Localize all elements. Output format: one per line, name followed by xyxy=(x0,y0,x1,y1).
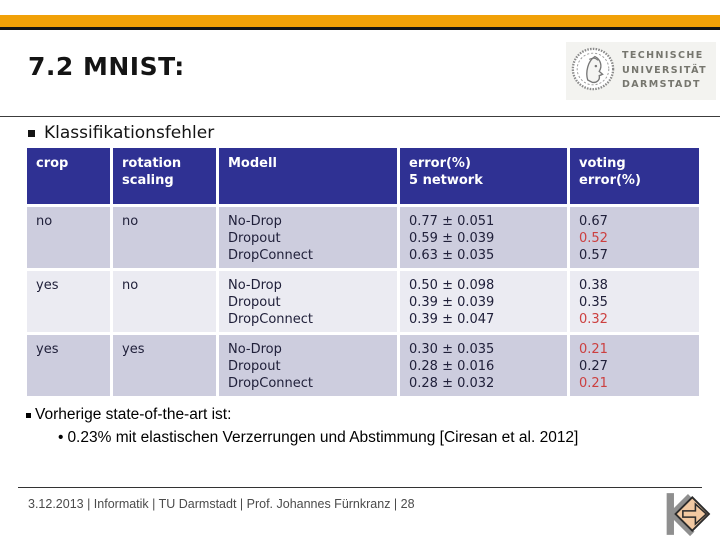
cell-crop: no xyxy=(27,207,110,268)
note-heading: Vorherige state-of-the-art ist: xyxy=(26,406,231,424)
footer-text: 3.12.2013 | Informatik | TU Darmstadt | … xyxy=(28,497,415,511)
voting-line: 0.21 xyxy=(579,342,608,357)
note-sub-item: • 0.23% mit elastischen Verzerrungen und … xyxy=(58,429,578,447)
cell-crop: yes xyxy=(27,335,110,396)
voting-line: 0.32 xyxy=(579,312,608,327)
logo-line-2: UNIVERSITÄT xyxy=(622,64,707,76)
voting-line: 0.27 xyxy=(579,359,608,374)
section-heading-label: Klassifikationsfehler xyxy=(44,123,215,143)
col-header-rotation-scaling: rotation scaling xyxy=(113,148,216,204)
header-line: error(%) xyxy=(409,156,471,171)
section-heading: Klassifikationsfehler xyxy=(28,123,214,143)
square-bullet-icon xyxy=(28,129,35,137)
error-line: 0.28 ± 0.016 xyxy=(409,359,495,374)
model-line: Dropout xyxy=(228,359,281,374)
cell-models: No-Drop Dropout DropConnect xyxy=(219,207,397,268)
voting-line: 0.35 xyxy=(579,295,608,310)
athene-head-icon xyxy=(570,46,616,96)
col-header-modell: Modell xyxy=(219,148,397,204)
header-line: Modell xyxy=(228,156,277,171)
cell-crop: yes xyxy=(27,271,110,332)
ke-group-logo-icon xyxy=(660,491,712,540)
error-line: 0.59 ± 0.039 xyxy=(409,231,495,246)
dot-bullet-icon: • xyxy=(58,429,64,446)
cell-rotation: yes xyxy=(113,335,216,396)
model-line: No-Drop xyxy=(228,278,282,293)
error-line: 0.77 ± 0.051 xyxy=(409,214,495,229)
cell-voting: 0.38 0.35 0.32 xyxy=(570,271,699,332)
error-line: 0.30 ± 0.035 xyxy=(409,342,495,357)
cell-rotation: no xyxy=(113,207,216,268)
cell-errors: 0.77 ± 0.051 0.59 ± 0.039 0.63 ± 0.035 xyxy=(400,207,567,268)
header-line: error(%) xyxy=(579,173,641,188)
cell-rotation: no xyxy=(113,271,216,332)
error-line: 0.63 ± 0.035 xyxy=(409,248,495,263)
model-line: Dropout xyxy=(228,231,281,246)
voting-line: 0.67 xyxy=(579,214,608,229)
model-line: No-Drop xyxy=(228,214,282,229)
university-logo: TECHNISCHE UNIVERSITÄT DARMSTADT xyxy=(566,42,716,100)
col-header-error: error(%) 5 network xyxy=(400,148,567,204)
cell-voting: 0.67 0.52 0.57 xyxy=(570,207,699,268)
voting-line: 0.57 xyxy=(579,248,608,263)
results-table: crop rotation scaling Modell error(%) 5 … xyxy=(27,148,699,396)
cell-errors: 0.50 ± 0.098 0.39 ± 0.039 0.39 ± 0.047 xyxy=(400,271,567,332)
model-line: Dropout xyxy=(228,295,281,310)
header-line: voting xyxy=(579,156,626,171)
error-line: 0.39 ± 0.039 xyxy=(409,295,495,310)
cell-voting: 0.21 0.27 0.21 xyxy=(570,335,699,396)
logo-line-1: TECHNISCHE xyxy=(622,49,704,61)
model-line: DropConnect xyxy=(228,376,314,391)
square-bullet-icon xyxy=(26,412,31,418)
model-line: DropConnect xyxy=(228,248,314,263)
note-heading-label: Vorherige state-of-the-art ist: xyxy=(35,406,232,423)
error-line: 0.50 ± 0.098 xyxy=(409,278,495,293)
top-accent-bar xyxy=(0,15,720,27)
cell-models: No-Drop Dropout DropConnect xyxy=(219,335,397,396)
title-divider xyxy=(0,116,720,117)
university-logo-text: TECHNISCHE UNIVERSITÄT DARMSTADT xyxy=(622,49,707,93)
header-line: crop xyxy=(36,156,69,171)
voting-line: 0.21 xyxy=(579,376,608,391)
page-title: 7.2 MNIST: xyxy=(28,52,185,81)
cell-errors: 0.30 ± 0.035 0.28 ± 0.016 0.28 ± 0.032 xyxy=(400,335,567,396)
voting-line: 0.38 xyxy=(579,278,608,293)
header-line: rotation xyxy=(122,156,182,171)
col-header-voting-error: voting error(%) xyxy=(570,148,699,204)
model-line: DropConnect xyxy=(228,312,314,327)
header-line: 5 network xyxy=(409,173,483,188)
note-sub-label: 0.23% mit elastischen Verzerrungen und A… xyxy=(67,429,579,446)
cell-models: No-Drop Dropout DropConnect xyxy=(219,271,397,332)
footer-divider xyxy=(18,487,702,488)
logo-line-3: DARMSTADT xyxy=(622,79,701,91)
error-line: 0.39 ± 0.047 xyxy=(409,312,495,327)
error-line: 0.28 ± 0.032 xyxy=(409,376,495,391)
col-header-crop: crop xyxy=(27,148,110,204)
header-line: scaling xyxy=(122,173,174,188)
voting-line: 0.52 xyxy=(579,231,608,246)
top-black-rule xyxy=(0,27,720,30)
model-line: No-Drop xyxy=(228,342,282,357)
